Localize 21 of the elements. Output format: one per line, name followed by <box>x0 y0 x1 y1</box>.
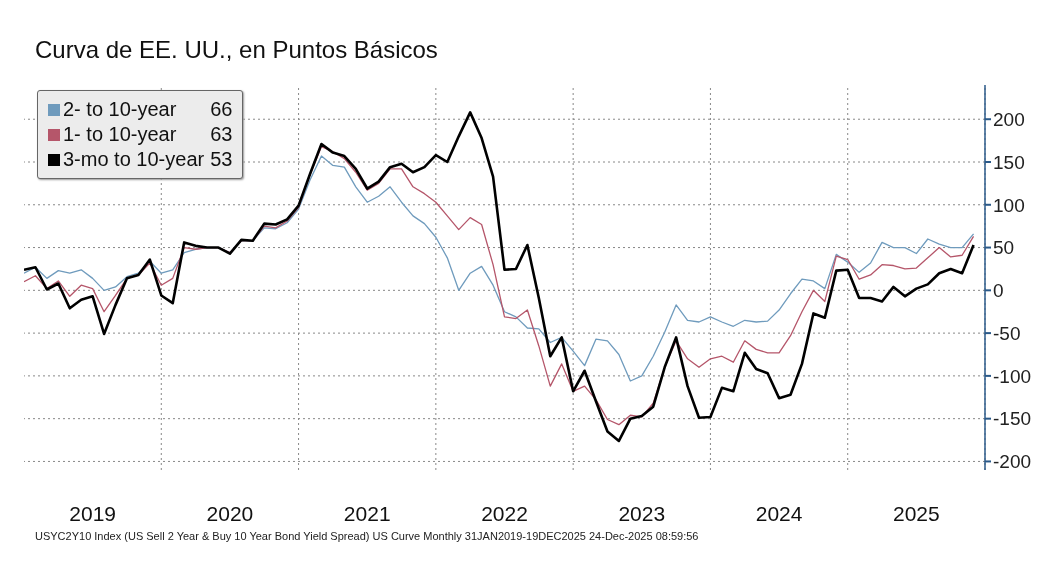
x-tick-label: 2019 <box>69 501 116 525</box>
x-tick-label: 2021 <box>343 501 391 525</box>
y-tick-label: 100 <box>993 194 1025 216</box>
y-tick-label: -200 <box>993 451 1032 473</box>
x-tick-label: 2023 <box>618 501 666 525</box>
y-tick-label: 200 <box>993 108 1025 130</box>
y-tick-label: -50 <box>993 322 1021 344</box>
y-tick-label: 0 <box>993 280 1004 302</box>
x-tick-label: 2022 <box>481 501 528 525</box>
y-tick-label: 150 <box>993 151 1025 173</box>
x-tick-label: 2020 <box>206 501 254 525</box>
y-tick-label: -150 <box>993 408 1032 430</box>
text: USYC2Y10 Index (US Sell 2 Year & Buy 10 Year Bond Yield Spread) US Curve Monthly 31JAN2019-19DEC2025 24-Dec-2025 08:59:56 <box>35 530 699 542</box>
legend-label: 3-mo to 10-year 53 <box>62 147 233 172</box>
x-tick-label: 2025 <box>893 501 940 525</box>
text: 1- to 10-year 63 <box>63 123 233 145</box>
y-tick-label: 50 <box>993 237 1015 259</box>
x-tick-label: 2024 <box>755 501 803 525</box>
y-tick-label: -100 <box>993 365 1032 387</box>
chart-title: Curva de EE. UU., en Puntos Básicos <box>35 36 438 64</box>
text: 2- to 10-year 66 <box>63 98 233 120</box>
